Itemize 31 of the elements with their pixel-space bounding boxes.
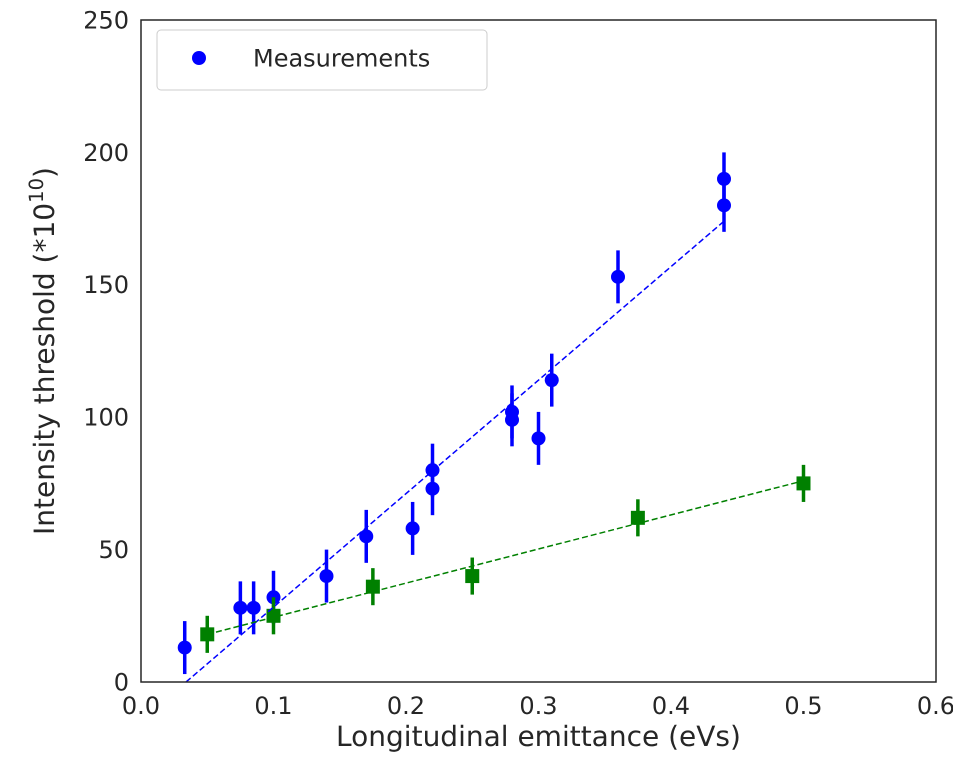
- point: [796, 476, 810, 490]
- point: [532, 431, 546, 446]
- x-axis-title: Longitudinal emittance (eVs): [336, 720, 741, 753]
- y-tick-label: 250: [83, 6, 129, 34]
- x-tick-label: 0.5: [784, 692, 823, 720]
- point: [544, 373, 559, 388]
- point: [426, 482, 440, 496]
- point: [200, 627, 214, 642]
- x-tick-label: 0.4: [652, 692, 690, 720]
- y-tick-label: 100: [83, 404, 129, 432]
- point: [246, 600, 261, 615]
- y-tick-label: 150: [83, 271, 129, 300]
- point: [717, 172, 731, 186]
- point: [630, 510, 645, 525]
- point: [320, 569, 334, 584]
- point: [717, 198, 731, 212]
- point: [366, 580, 380, 594]
- point: [611, 270, 625, 284]
- point: [426, 463, 440, 478]
- point: [359, 529, 374, 544]
- point: [465, 569, 480, 584]
- point: [233, 600, 248, 615]
- y-tick-label: 200: [83, 138, 129, 167]
- point: [406, 521, 420, 536]
- x-tick-label: 0.2: [386, 692, 426, 720]
- y-tick-label: 50: [98, 536, 129, 564]
- x-tick-label: 0.1: [254, 692, 293, 720]
- legend-label: Measurements: [253, 44, 430, 72]
- point: [178, 640, 192, 655]
- point: [266, 608, 280, 623]
- x-tick-label: 0.3: [519, 692, 558, 720]
